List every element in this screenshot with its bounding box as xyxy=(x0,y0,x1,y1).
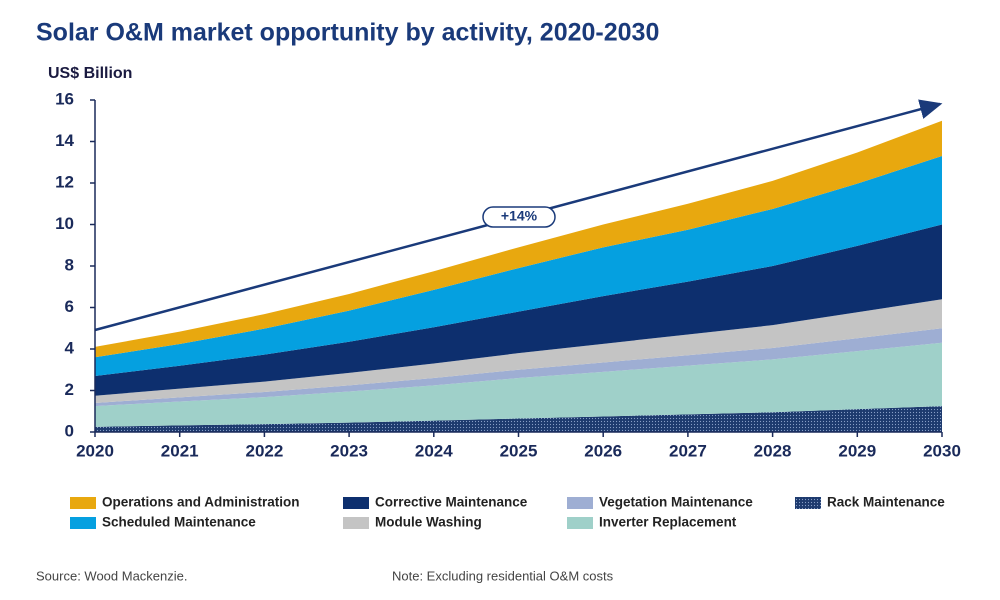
y-tick-label: 6 xyxy=(65,297,74,316)
x-tick-label: 2022 xyxy=(245,441,283,460)
chart-title: Solar O&M market opportunity by activity… xyxy=(36,19,659,47)
y-tick-label: 4 xyxy=(65,338,75,357)
legend-swatch xyxy=(567,517,593,529)
legend-swatch xyxy=(70,497,96,509)
x-tick-label: 2025 xyxy=(500,441,538,460)
x-tick-label: 2024 xyxy=(415,441,453,460)
note: Note: Excluding residential O&M costs xyxy=(392,568,614,583)
legend-label: Corrective Maintenance xyxy=(375,495,528,510)
x-tick-label: 2029 xyxy=(838,441,876,460)
annotation-box xyxy=(482,206,556,228)
annotation: +14% xyxy=(501,208,538,224)
legend-label: Module Washing xyxy=(375,515,482,530)
y-tick-label: 2 xyxy=(65,380,74,399)
legend-label: Scheduled Maintenance xyxy=(102,515,256,530)
legend-label: Operations and Administration xyxy=(102,495,300,510)
x-tick-label: 2027 xyxy=(669,441,707,460)
x-tick-label: 2021 xyxy=(161,441,199,460)
legend-label: Inverter Replacement xyxy=(599,515,737,530)
area xyxy=(95,406,942,432)
legend-swatch xyxy=(343,497,369,509)
x-tick-label: 2026 xyxy=(584,441,622,460)
y-tick-label: 14 xyxy=(55,131,74,150)
y-axis-label: US$ Billion xyxy=(48,65,132,82)
legend-swatch xyxy=(795,497,821,509)
x-tick-label: 2023 xyxy=(330,441,368,460)
x-tick-label: 2028 xyxy=(754,441,792,460)
legend-swatch xyxy=(567,497,593,509)
area xyxy=(95,299,942,403)
x-tick-label: 2020 xyxy=(76,441,114,460)
legend-label: Vegetation Maintenance xyxy=(599,495,753,510)
y-tick-label: 10 xyxy=(55,214,74,233)
y-tick-label: 16 xyxy=(55,89,74,108)
y-tick-label: 0 xyxy=(65,421,74,440)
x-tick-label: 2030 xyxy=(923,441,961,460)
area xyxy=(95,224,942,396)
area xyxy=(95,328,942,407)
source: Source: Wood Mackenzie. xyxy=(36,568,188,583)
area xyxy=(95,120,942,358)
legend-swatch xyxy=(70,517,96,529)
area xyxy=(95,342,942,427)
y-tick-label: 8 xyxy=(65,255,74,274)
legend-label: Rack Maintenance xyxy=(827,495,945,510)
area xyxy=(95,156,942,376)
legend-swatch xyxy=(343,517,369,529)
y-tick-label: 12 xyxy=(55,172,74,191)
